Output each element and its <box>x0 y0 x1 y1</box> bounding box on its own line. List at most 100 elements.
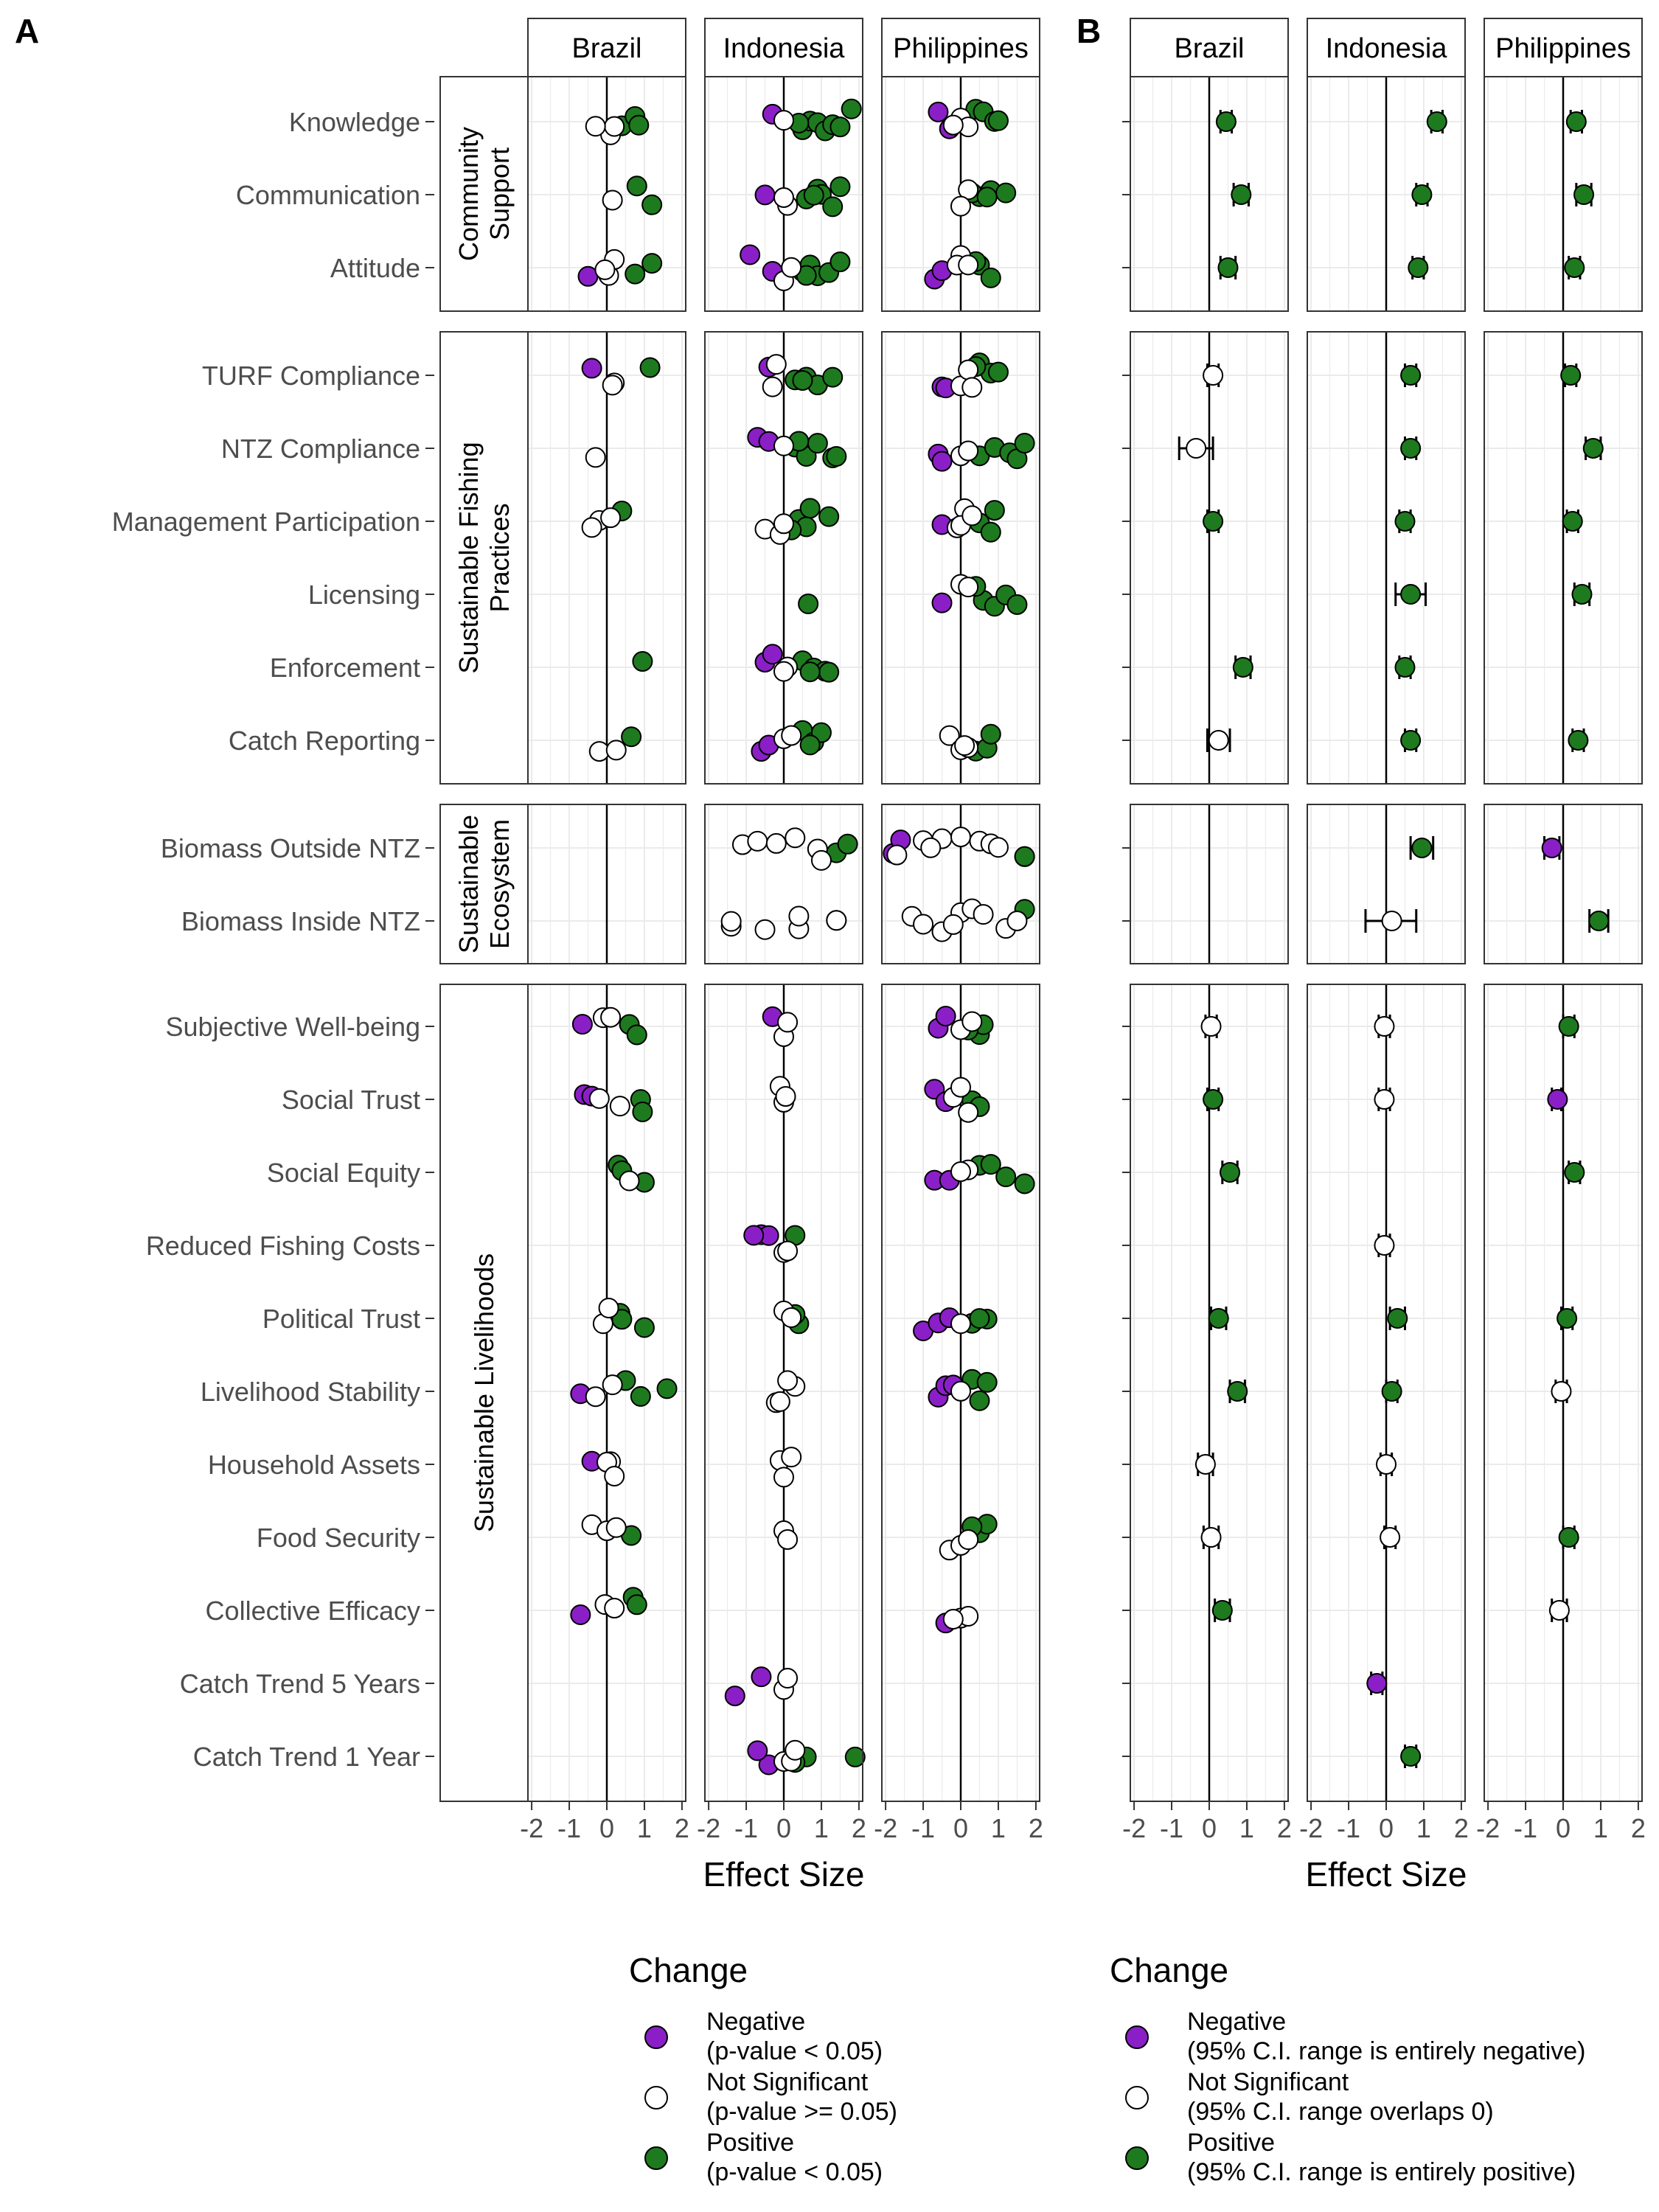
effect-point <box>841 98 862 119</box>
effect-point <box>639 357 661 378</box>
group-strip-label: Sustainable Livelihoods <box>469 1253 499 1532</box>
effect-point <box>773 513 794 535</box>
facet-panel <box>1484 77 1642 311</box>
effect-point <box>747 1740 768 1761</box>
group-label-line: Support <box>484 147 515 240</box>
effect-point <box>799 498 821 519</box>
panel-a-strip-label: Indonesia <box>723 33 846 64</box>
estimate-point <box>1400 438 1422 459</box>
estimate-point <box>1387 1308 1408 1329</box>
row-label: Food Security <box>257 1523 420 1553</box>
effect-point <box>995 1166 1017 1188</box>
estimate-point <box>1547 1089 1568 1110</box>
effect-point <box>788 905 810 927</box>
estimate-point <box>1376 1454 1397 1475</box>
effect-point <box>605 740 627 761</box>
effect-point <box>792 369 813 391</box>
panel-border <box>1307 804 1466 964</box>
estimate-point <box>1203 511 1224 532</box>
effect-point <box>602 1374 623 1396</box>
legend-item-note: (95% C.I. range is entirely positive) <box>1187 2158 1576 2186</box>
estimate-point <box>1381 911 1402 931</box>
effect-point <box>928 101 949 122</box>
estimate-point <box>1411 838 1433 858</box>
facet-panel <box>1307 984 1465 1801</box>
panel-b-strip-philippines <box>1484 18 1643 77</box>
effect-point <box>777 1012 799 1033</box>
effect-point <box>826 910 847 931</box>
estimate-point <box>1588 911 1610 931</box>
effect-point <box>1006 594 1028 615</box>
estimate-point <box>1394 511 1416 532</box>
legend-item-label: Negative <box>1187 2008 1286 2036</box>
group-label-line: Practices <box>484 503 515 612</box>
estimate-point <box>1400 584 1422 605</box>
effect-point <box>958 254 979 276</box>
panel-a-strip-brazil <box>527 18 686 77</box>
panel-a-strip-label: Brazil <box>571 33 641 64</box>
panel-a-strip-label: Philippines <box>893 33 1029 64</box>
facet-panel <box>528 77 686 311</box>
panel-b-x-axis-tick-label: 2 <box>1454 1813 1469 1843</box>
effect-point <box>980 1154 1001 1175</box>
legend-item-label: Not Significant <box>706 2068 869 2096</box>
estimate-point <box>1541 838 1562 858</box>
row-label: Biomass Outside NTZ <box>161 833 420 863</box>
effect-point <box>799 661 821 683</box>
effect-point <box>799 734 821 756</box>
panel-border <box>1484 804 1643 964</box>
facet-panel <box>528 332 686 784</box>
effect-point <box>822 196 844 218</box>
estimate-point <box>1408 257 1429 278</box>
estimate-point <box>1548 1600 1570 1621</box>
facet-panel <box>528 984 686 1801</box>
panel-a-x-axis-tick-label: 2 <box>852 1813 866 1843</box>
effect-point <box>980 267 1001 288</box>
legend-key-positive <box>644 2146 668 2170</box>
facet-panel <box>1307 77 1465 311</box>
panel-border <box>704 331 863 785</box>
effect-point <box>920 837 942 858</box>
effect-point <box>626 1024 647 1046</box>
effect-point <box>773 661 794 682</box>
estimate-point <box>1374 1089 1395 1110</box>
panel-a-x-axis-title: Effect Size <box>703 1855 864 1893</box>
panel-b-x-axis-tick-label: -2 <box>1122 1813 1146 1843</box>
effect-point <box>747 830 768 852</box>
row-label: Catch Trend 1 Year <box>193 1742 420 1772</box>
effect-point <box>743 1225 765 1246</box>
effect-point <box>781 725 802 746</box>
panel-b-x-axis-tick-label: 2 <box>1631 1813 1646 1843</box>
estimate-point <box>1366 1673 1388 1694</box>
effect-point <box>995 182 1017 204</box>
panel-b-x-axis-tick-label: 0 <box>1556 1813 1571 1843</box>
effect-point <box>958 1529 979 1551</box>
panel-b-x-axis-tick-label: 1 <box>1593 1813 1608 1843</box>
panel-a-x-axis-tick-label: -2 <box>697 1813 720 1843</box>
effect-point <box>602 375 623 396</box>
effect-point <box>935 1006 956 1027</box>
effect-point <box>641 194 663 215</box>
effect-point <box>777 1240 799 1262</box>
effect-point <box>830 176 851 198</box>
effect-point <box>913 914 934 935</box>
effect-point <box>588 1088 610 1109</box>
legend-item-label: Negative <box>706 2008 805 2036</box>
panel-background <box>705 804 863 964</box>
panel-b-x-axis-title: Effect Size <box>1305 1855 1467 1893</box>
legend-item-note: (p-value >= 0.05) <box>706 2098 897 2126</box>
row-label: Catch Reporting <box>229 726 420 756</box>
panel-border <box>1130 804 1289 964</box>
estimate-point <box>1582 438 1604 459</box>
row-label: Attitude <box>330 253 420 283</box>
effect-point <box>950 195 971 217</box>
row-label: Livelihood Stability <box>201 1377 420 1407</box>
effect-point <box>619 1170 640 1192</box>
effect-point <box>785 827 806 849</box>
panel-label-a: A <box>15 12 39 50</box>
group-label-line: Community <box>453 127 484 261</box>
effect-point <box>585 447 606 468</box>
